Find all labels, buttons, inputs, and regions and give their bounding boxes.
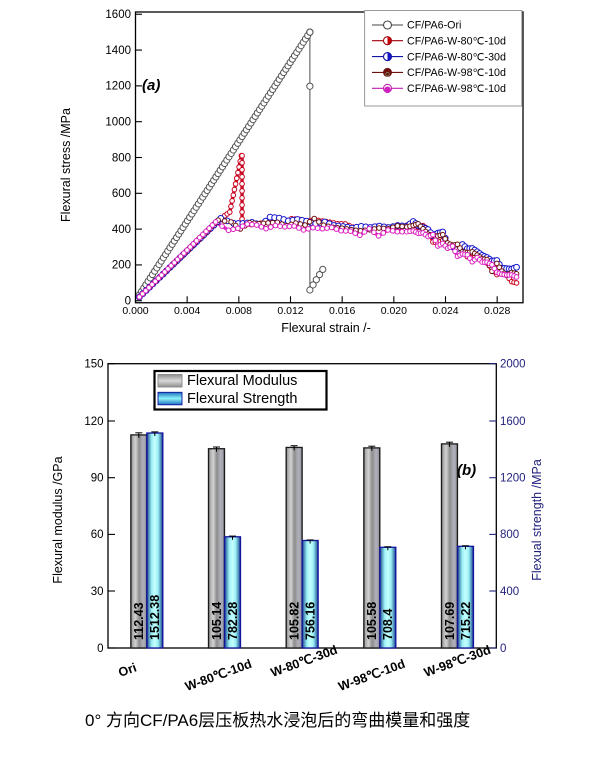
- svg-text:90: 90: [91, 473, 104, 485]
- svg-text:105.14: 105.14: [210, 602, 224, 640]
- svg-text:1000: 1000: [105, 117, 131, 129]
- svg-text:60: 60: [91, 529, 104, 541]
- svg-text:1512.38: 1512.38: [148, 595, 162, 640]
- svg-text:0.008: 0.008: [226, 305, 252, 317]
- svg-text:0: 0: [97, 643, 103, 655]
- svg-text:CF/PA6-W-98℃-10d: CF/PA6-W-98℃-10d: [407, 83, 506, 95]
- svg-text:200: 200: [112, 260, 131, 272]
- svg-text:400: 400: [112, 224, 131, 236]
- svg-text:CF/PA6-W-80℃-30d: CF/PA6-W-80℃-30d: [407, 51, 506, 63]
- svg-text:30: 30: [91, 586, 104, 598]
- svg-text:800: 800: [500, 529, 519, 541]
- svg-text:0.012: 0.012: [277, 305, 303, 317]
- svg-text:105.58: 105.58: [365, 602, 379, 640]
- svg-text:150: 150: [84, 359, 103, 371]
- svg-text:600: 600: [112, 188, 131, 200]
- svg-text:1400: 1400: [105, 45, 131, 57]
- svg-text:CF/PA6-Ori: CF/PA6-Ori: [407, 20, 461, 32]
- svg-text:800: 800: [112, 152, 131, 164]
- svg-text:112.43: 112.43: [132, 602, 146, 640]
- svg-text:1600: 1600: [500, 416, 526, 428]
- svg-text:756.16: 756.16: [303, 602, 317, 640]
- svg-text:400: 400: [500, 586, 519, 598]
- svg-text:0.024: 0.024: [432, 305, 458, 317]
- svg-text:782.28: 782.28: [226, 602, 240, 640]
- svg-text:Flexural Strength: Flexural Strength: [187, 391, 297, 407]
- svg-text:0.000: 0.000: [122, 305, 148, 317]
- svg-text:2000: 2000: [500, 359, 526, 371]
- svg-text:0° 方向CF/PA6层压板热水浸泡后的弯曲模量和强度: 0° 方向CF/PA6层压板热水浸泡后的弯曲模量和强度: [85, 711, 470, 730]
- svg-text:0.028: 0.028: [484, 305, 510, 317]
- svg-text:107.69: 107.69: [443, 602, 457, 640]
- svg-text:0: 0: [500, 643, 506, 655]
- svg-text:0.004: 0.004: [174, 305, 200, 317]
- svg-text:Flexural stress /MPa: Flexural stress /MPa: [59, 108, 73, 222]
- svg-text:CF/PA6-W-98℃-10d: CF/PA6-W-98℃-10d: [407, 67, 506, 79]
- svg-text:0.020: 0.020: [381, 305, 407, 317]
- svg-text:(a): (a): [142, 77, 160, 94]
- svg-text:(b): (b): [457, 462, 476, 479]
- svg-text:120: 120: [84, 416, 103, 428]
- svg-text:1200: 1200: [500, 473, 526, 485]
- svg-text:Flexural strain /-: Flexural strain /-: [281, 321, 371, 335]
- svg-text:Flexural Modulus: Flexural Modulus: [187, 373, 297, 389]
- svg-text:0.016: 0.016: [329, 305, 355, 317]
- svg-text:1600: 1600: [105, 9, 131, 21]
- svg-text:CF/PA6-W-80℃-10d: CF/PA6-W-80℃-10d: [407, 35, 506, 47]
- svg-text:1200: 1200: [105, 81, 131, 93]
- svg-text:Flexual strength /MPa: Flexual strength /MPa: [530, 459, 544, 581]
- svg-text:708.4: 708.4: [381, 609, 395, 640]
- svg-text:105.82: 105.82: [287, 602, 301, 640]
- svg-text:Flexural modulus /GPa: Flexural modulus /GPa: [51, 456, 65, 583]
- svg-text:715.22: 715.22: [459, 602, 473, 640]
